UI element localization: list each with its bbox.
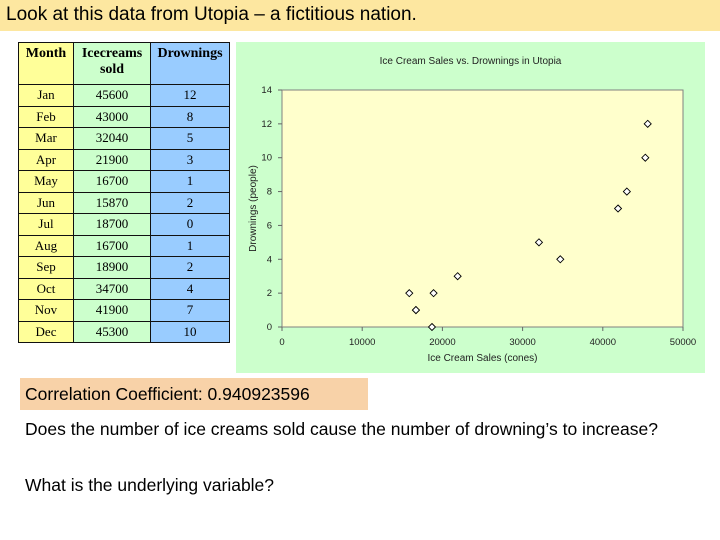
y-tick-label: 4 [267,254,272,265]
month-cell: Sep [18,256,74,279]
header-month: Month [18,42,74,85]
data-point [613,204,623,213]
data-point [534,238,544,247]
drownings-cell: 8 [150,105,230,128]
y-tick-label: 14 [261,85,272,96]
drownings-cell: 7 [150,299,230,322]
data-point [429,289,438,298]
drownings-cell: 1 [150,170,230,193]
data-point [641,153,650,162]
table-row: Jun 15870 2 [18,191,230,214]
month-cell: Dec [18,320,74,343]
icecreams-cell: 43000 [73,105,151,128]
table-row: Apr 21900 3 [18,148,230,171]
x-tick-label: 0 [279,337,284,348]
table-row: Oct 34700 4 [18,277,230,300]
month-cell: Jan [18,84,74,107]
drownings-cell: 4 [150,277,230,300]
x-tick-label: 40000 [590,337,616,348]
table-row: Dec 45300 10 [18,320,230,343]
table-row: Aug 16700 1 [18,234,230,257]
x-tick-label: 30000 [509,337,535,348]
icecreams-cell: 18700 [73,213,151,236]
y-axis-label: Drownings (people) [248,165,259,252]
y-tick-label: 12 [261,119,272,130]
data-point [622,187,631,196]
icecreams-cell: 21900 [73,148,151,171]
icecreams-cell: 18900 [73,256,151,279]
drownings-cell: 5 [150,127,230,150]
icecreams-cell: 32040 [73,127,151,150]
data-point [453,272,462,281]
header-drownings: Drownings [150,42,230,85]
x-tick-label: 50000 [670,337,696,348]
data-point [643,119,652,128]
data-point [405,289,414,298]
data-table: Month Icecreams sold Drownings Jan 45600 1… [18,42,230,343]
chart-title: Ice Cream Sales vs. Drownings in Utopia [380,56,562,67]
drownings-cell: 1 [150,234,230,257]
table-row: Mar 32040 5 [18,127,230,150]
y-tick-label: 6 [267,220,272,231]
icecreams-cell: 16700 [73,234,151,257]
y-tick-label: 0 [267,322,272,333]
month-cell: Nov [18,299,74,322]
month-cell: Feb [18,105,74,128]
correlation-coefficient: Correlation Coefficient: 0.940923596 [20,378,368,410]
month-cell: Jul [18,213,74,236]
data-point [427,322,437,332]
month-cell: Mar [18,127,74,150]
question-underlying-variable: What is the underlying variable? [25,475,275,495]
month-cell: May [18,170,74,193]
month-cell: Apr [18,148,74,171]
data-point [411,305,421,315]
table-row: Sep 18900 2 [18,256,230,279]
table-row: Jan 45600 12 [18,84,230,107]
icecreams-cell: 15870 [73,191,151,214]
x-tick-label: 20000 [429,337,455,348]
icecreams-cell: 41900 [73,299,151,322]
icecreams-cell: 34700 [73,277,151,300]
title-bar: Look at this data from Utopia – a fictit… [0,0,720,31]
drownings-cell: 0 [150,213,230,236]
icecreams-cell: 16700 [73,170,151,193]
drownings-cell: 3 [150,148,230,171]
table-row: Feb 43000 8 [18,105,230,128]
month-cell: Aug [18,234,74,257]
icecreams-cell: 45300 [73,320,151,343]
month-cell: Jun [18,191,74,214]
data-point [556,255,565,264]
y-tick-label: 10 [261,153,272,164]
icecreams-cell: 45600 [73,84,151,107]
drownings-cell: 10 [150,320,230,343]
question-causation: Does the number of ice creams sold cause… [25,419,658,439]
slide-title: Look at this data from Utopia – a fictit… [6,4,417,25]
drownings-cell: 12 [150,84,230,107]
x-axis-label: Ice Cream Sales (cones) [427,353,537,364]
scatter-chart: Ice Cream Sales vs. Drownings in Utopia 0… [236,42,705,373]
table-row: Nov 41900 7 [18,299,230,322]
y-tick-label: 8 [267,187,272,198]
table-row: May 16700 1 [18,170,230,193]
x-tick-label: 10000 [349,337,375,348]
drownings-cell: 2 [150,256,230,279]
drownings-cell: 2 [150,191,230,214]
month-cell: Oct [18,277,74,300]
y-tick-label: 2 [267,288,272,299]
plot-area [281,89,684,328]
table-row: Jul 18700 0 [18,213,230,236]
header-icecreams: Icecreams sold [73,42,151,85]
